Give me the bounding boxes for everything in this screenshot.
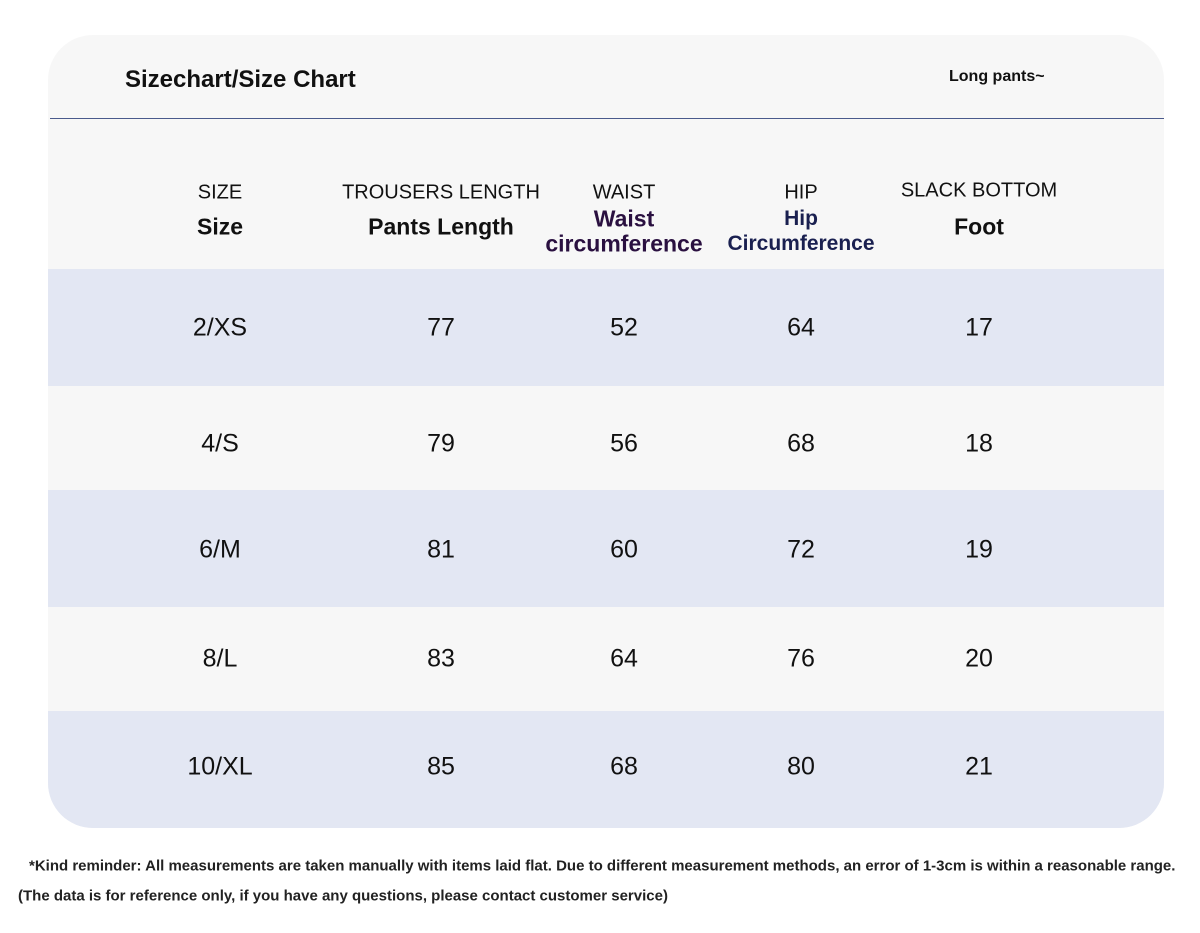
measure-cell: 20: [965, 644, 993, 673]
column-sublabel: Foot: [954, 213, 1004, 240]
measure-cell: 85: [427, 752, 455, 781]
measure-cell: 64: [787, 313, 815, 342]
measure-cell: 56: [610, 429, 638, 458]
column-label: TROUSERS LENGTH: [342, 181, 540, 204]
measure-cell: 68: [787, 429, 815, 458]
column-sublabel: Waist: [593, 205, 655, 232]
size-cell: 6/M: [199, 535, 241, 564]
column-sublabel: Pants Length: [368, 213, 514, 240]
measure-cell: 60: [610, 535, 638, 564]
column-label: WAIST: [592, 181, 656, 204]
measure-cell: 77: [427, 313, 455, 342]
note: Long pants~: [949, 68, 1045, 85]
size-card: [48, 35, 1164, 828]
measure-cell: 81: [427, 535, 455, 564]
measure-cell: 19: [965, 535, 993, 564]
column-sublabel: Circumference: [727, 232, 875, 255]
size-cell: 8/L: [202, 644, 238, 673]
header-rule: [50, 118, 1164, 119]
title: Sizechart/Size Chart: [125, 66, 356, 93]
measure-cell: 76: [787, 644, 815, 673]
measure-cell: 21: [965, 752, 993, 781]
column-label: HIP: [784, 181, 818, 204]
measure-cell: 80: [787, 752, 815, 781]
column-sublabel: circumference: [545, 230, 703, 257]
column-sublabel: Hip: [784, 207, 818, 230]
measure-cell: 68: [610, 752, 638, 781]
row-band: [48, 490, 1164, 607]
column-sublabel: Size: [196, 213, 244, 240]
measure-cell: 52: [610, 313, 638, 342]
row-band: [48, 711, 1164, 828]
measure-cell: 72: [787, 535, 815, 564]
measure-cell: 17: [965, 313, 993, 342]
size-cell: 2/XS: [192, 313, 248, 342]
measure-cell: 18: [965, 429, 993, 458]
column-label: SIZE: [197, 181, 243, 204]
row-band: [48, 269, 1164, 386]
measure-cell: 79: [427, 429, 455, 458]
measure-cell: 64: [610, 644, 638, 673]
column-label: SLACK BOTTOM: [900, 179, 1058, 202]
size-cell: 10/XL: [187, 752, 253, 781]
size-cell: 4/S: [201, 429, 239, 458]
measure-cell: 83: [427, 644, 455, 673]
reminder: *Kind reminder: All measurements are tak…: [29, 857, 1176, 875]
disclaimer: (The data is for reference only, if you …: [18, 887, 668, 905]
